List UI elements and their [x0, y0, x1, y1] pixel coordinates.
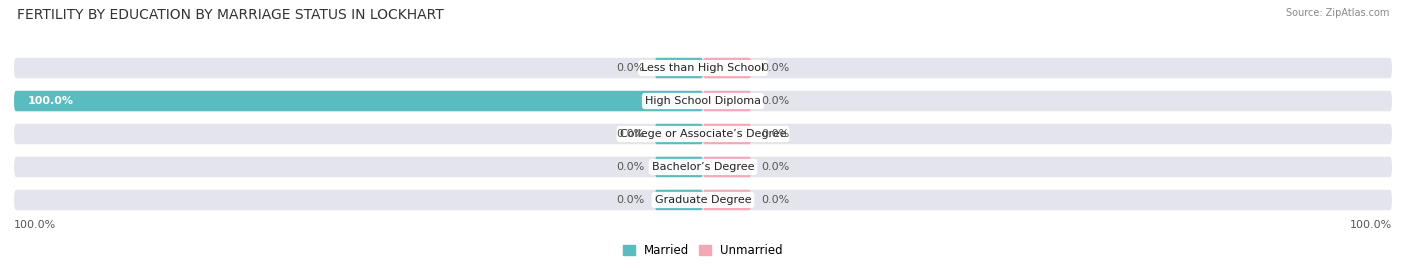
FancyBboxPatch shape — [703, 190, 751, 210]
FancyBboxPatch shape — [14, 91, 703, 111]
Text: 0.0%: 0.0% — [616, 195, 644, 205]
Text: 0.0%: 0.0% — [762, 96, 790, 106]
Text: 0.0%: 0.0% — [762, 63, 790, 73]
FancyBboxPatch shape — [14, 190, 1392, 210]
Text: Graduate Degree: Graduate Degree — [655, 195, 751, 205]
FancyBboxPatch shape — [703, 91, 751, 111]
Text: FERTILITY BY EDUCATION BY MARRIAGE STATUS IN LOCKHART: FERTILITY BY EDUCATION BY MARRIAGE STATU… — [17, 8, 444, 22]
Text: 0.0%: 0.0% — [616, 129, 644, 139]
Text: 0.0%: 0.0% — [616, 162, 644, 172]
Text: Less than High School: Less than High School — [641, 63, 765, 73]
Text: College or Associate’s Degree: College or Associate’s Degree — [620, 129, 786, 139]
FancyBboxPatch shape — [655, 190, 703, 210]
Text: 0.0%: 0.0% — [762, 162, 790, 172]
Text: High School Diploma: High School Diploma — [645, 96, 761, 106]
FancyBboxPatch shape — [655, 124, 703, 144]
FancyBboxPatch shape — [14, 91, 1392, 111]
Text: Source: ZipAtlas.com: Source: ZipAtlas.com — [1285, 8, 1389, 18]
Text: Bachelor’s Degree: Bachelor’s Degree — [652, 162, 754, 172]
FancyBboxPatch shape — [14, 58, 1392, 78]
FancyBboxPatch shape — [655, 58, 703, 78]
Text: 100.0%: 100.0% — [28, 96, 75, 106]
Legend: Married, Unmarried: Married, Unmarried — [619, 239, 787, 262]
Text: 0.0%: 0.0% — [616, 63, 644, 73]
Text: 0.0%: 0.0% — [762, 195, 790, 205]
FancyBboxPatch shape — [703, 58, 751, 78]
Text: 100.0%: 100.0% — [1350, 220, 1392, 230]
Text: 100.0%: 100.0% — [14, 220, 56, 230]
FancyBboxPatch shape — [655, 157, 703, 177]
FancyBboxPatch shape — [703, 124, 751, 144]
FancyBboxPatch shape — [703, 157, 751, 177]
FancyBboxPatch shape — [14, 157, 1392, 177]
FancyBboxPatch shape — [14, 124, 1392, 144]
Text: 0.0%: 0.0% — [762, 129, 790, 139]
